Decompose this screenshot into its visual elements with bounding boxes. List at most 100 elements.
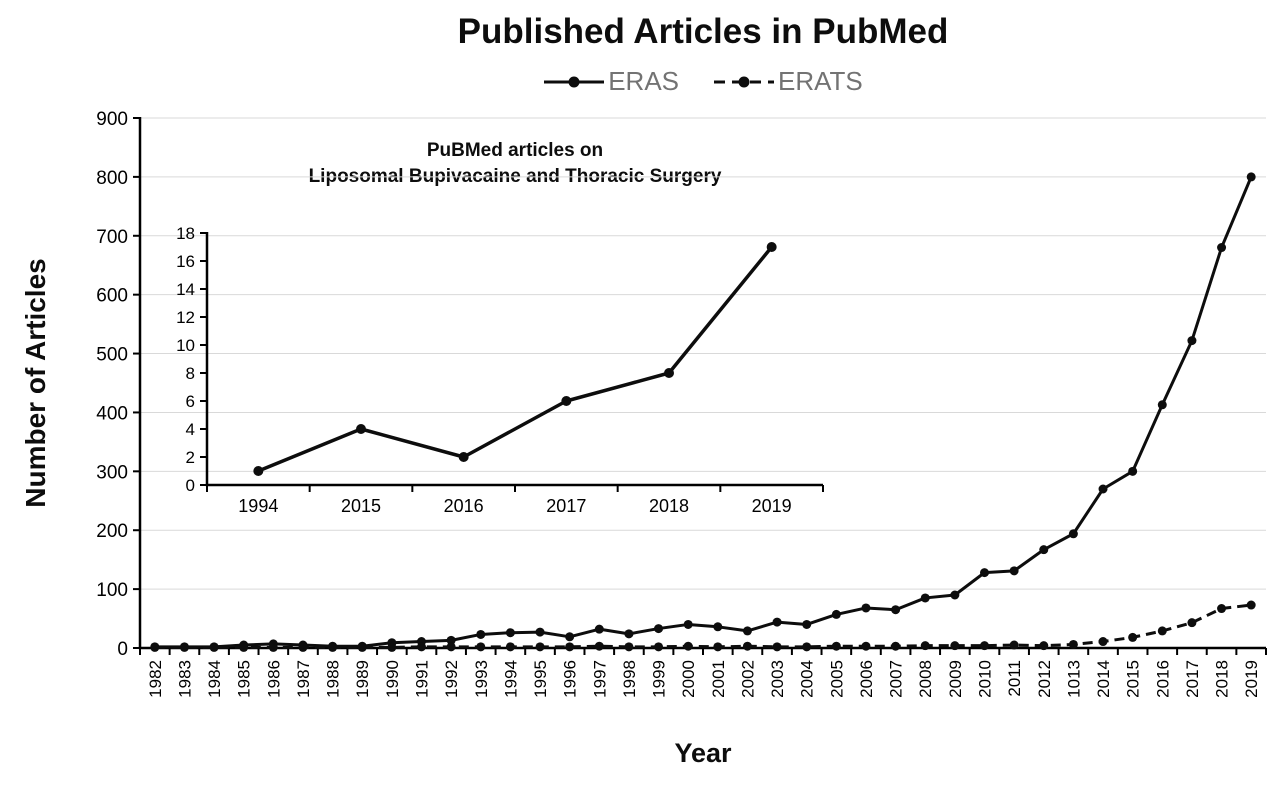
main-data-point [1157, 626, 1167, 636]
main-x-tick-label: 2000 [679, 660, 698, 698]
main-y-tick-label: 200 [96, 521, 128, 542]
inset-x-tick-label: 2018 [649, 496, 689, 516]
main-data-point [772, 642, 782, 652]
main-x-tick-label: 2007 [887, 660, 906, 698]
main-data-point [1217, 243, 1227, 253]
main-data-point [891, 605, 901, 615]
main-data-point [387, 642, 397, 652]
main-x-tick-label: 1991 [413, 660, 432, 698]
main-data-point [1157, 400, 1167, 410]
main-data-point [476, 629, 486, 639]
main-series-line-eras [154, 176, 1253, 649]
main-data-point [950, 590, 960, 600]
inset-y-tick-label: 2 [186, 448, 195, 467]
inset-y-tick-label: 10 [176, 336, 195, 355]
main-data-point [980, 568, 989, 578]
main-x-tick-label: 1996 [561, 660, 580, 698]
main-x-tick-label: 1013 [1064, 660, 1083, 698]
inset-x-tick-label: 2015 [341, 496, 381, 516]
main-x-tick-label: 2002 [738, 660, 757, 698]
main-x-tick-label: 2008 [916, 660, 935, 698]
main-data-point [683, 619, 693, 629]
main-x-tick-label: 2005 [827, 660, 846, 698]
main-x-tick-label: 1995 [531, 660, 550, 698]
main-x-tick-label: 2019 [1242, 660, 1261, 698]
erats-dashed-line-marker-icon [714, 76, 775, 87]
inset-y-tick-label: 12 [176, 308, 195, 327]
main-x-tick-label: 1984 [205, 660, 224, 698]
main-x-tick-label: 2009 [946, 660, 965, 698]
inset-data-point [766, 242, 777, 252]
inset-y-tick-label: 8 [186, 364, 195, 383]
main-x-tick-label: 2015 [1124, 660, 1143, 698]
main-data-point [1187, 336, 1197, 346]
main-x-tick-label: 1999 [650, 660, 669, 698]
main-data-point [1039, 545, 1049, 555]
inset-x-tick-label: 1994 [238, 496, 278, 516]
main-data-point [624, 629, 634, 639]
main-data-point [535, 642, 545, 652]
main-data-point [1098, 484, 1108, 494]
inset-y-tick-label: 14 [176, 280, 195, 299]
inset-x-tick-label: 2017 [546, 496, 586, 516]
legend-label-erats: ERATS [778, 66, 863, 96]
main-x-tick-label: 1993 [472, 660, 491, 698]
main-data-point [742, 641, 752, 651]
main-series-line-erats [154, 603, 1252, 649]
main-x-tick-label: 1994 [501, 660, 520, 698]
main-x-tick-label: 1983 [175, 660, 194, 698]
main-data-point [239, 642, 249, 652]
main-x-tick-label: 1990 [383, 660, 402, 698]
main-x-tick-label: 2014 [1094, 660, 1113, 698]
main-data-point [594, 624, 604, 634]
main-data-point [920, 641, 930, 651]
main-data-point [298, 642, 308, 652]
inset-y-tick-label: 0 [186, 476, 195, 495]
main-data-point [209, 642, 219, 652]
main-data-point [268, 642, 278, 652]
inset-series-line-liposomal-bupivacaine-and-thoracic-surgery [257, 245, 774, 473]
main-x-tick-label: 2016 [1153, 660, 1172, 698]
main-data-point [535, 627, 545, 637]
main-data-point [446, 642, 456, 652]
main-y-tick-label: 900 [96, 109, 128, 130]
main-data-point [1128, 632, 1138, 642]
main-data-point [417, 642, 426, 652]
main-y-tick-label: 400 [96, 403, 128, 424]
inset-data-point [561, 396, 572, 406]
main-data-point [742, 626, 752, 636]
main-data-point [1128, 466, 1138, 476]
inset-x-tick-label: 2019 [752, 496, 792, 516]
main-x-tick-label: 2003 [768, 660, 787, 698]
main-data-point [713, 642, 723, 652]
inset-y-tick-label: 4 [186, 420, 195, 439]
main-data-point [891, 641, 901, 651]
inset-y-tick-label: 16 [176, 252, 195, 271]
inset-chart-title-line1: PuBMed articles on [426, 140, 604, 161]
main-x-tick-label: 2012 [1035, 660, 1054, 698]
main-y-tick-label: 800 [96, 168, 128, 189]
inset-data-point [664, 368, 674, 378]
main-x-tick-label: 2010 [976, 660, 995, 698]
main-data-point [594, 641, 604, 651]
legend-label-eras: ERAS [608, 66, 680, 96]
main-data-point [505, 628, 515, 638]
main-data-point [920, 593, 930, 603]
main-data-point [713, 622, 723, 632]
main-data-point [505, 642, 515, 652]
main-data-point [1246, 172, 1256, 182]
main-data-point [476, 642, 486, 652]
main-y-tick-label: 300 [96, 462, 128, 483]
x-axis-title: Year [674, 738, 732, 768]
main-x-tick-label: 2006 [857, 660, 876, 698]
main-data-point [861, 641, 871, 651]
main-data-point [861, 603, 871, 613]
legend-item-eras: ERAS [543, 66, 679, 97]
main-x-tick-label: 1992 [442, 660, 461, 698]
main-x-tick-label: 1988 [324, 660, 343, 698]
main-data-point [1217, 604, 1227, 614]
main-data-point [802, 642, 812, 652]
main-data-point [654, 642, 664, 652]
main-x-tick-label: 1989 [353, 660, 372, 698]
